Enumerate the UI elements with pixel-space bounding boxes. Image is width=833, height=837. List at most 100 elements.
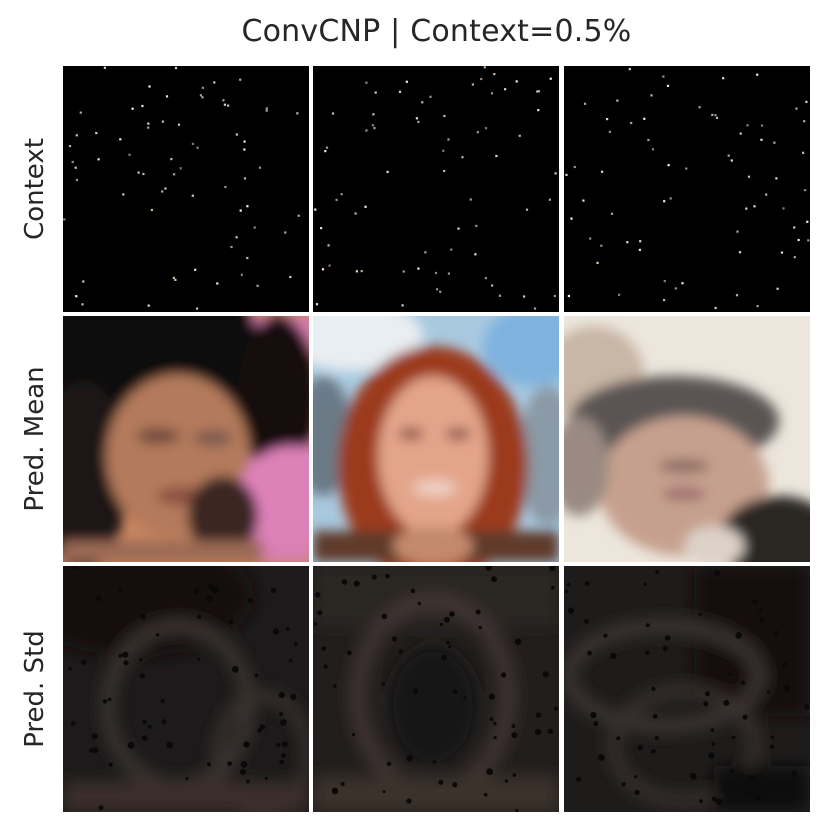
low-uncertainty-point [715,798,723,805]
context-point [651,148,655,151]
context-point [191,194,194,197]
context-point [243,177,247,180]
context-point [297,214,300,217]
low-uncertainty-point [317,610,323,616]
context-image-1 [63,66,309,312]
context-point [443,169,446,173]
context-point [284,231,287,234]
low-uncertainty-point [710,728,715,733]
low-uncertainty-point [566,582,571,587]
context-point [235,133,238,136]
context-point [475,224,478,227]
context-point [164,187,167,190]
low-uncertainty-point [313,622,318,626]
context-point [698,106,701,109]
low-uncertainty-point [485,566,492,571]
low-uncertainty-point [95,595,102,602]
context-point [417,267,420,270]
context-point [483,66,486,69]
context-point [663,280,666,283]
context-point [802,151,805,154]
context-point [474,253,477,256]
low-uncertainty-point [769,744,774,749]
context-point [315,303,319,306]
low-uncertainty-point [463,696,467,700]
context-point [196,146,199,149]
low-uncertainty-point [351,733,356,737]
low-uncertainty-point [228,619,234,625]
low-uncertainty-point [493,736,497,740]
low-uncertainty-point [448,645,452,649]
context-point [296,112,299,115]
low-uncertainty-point [662,645,668,651]
low-uncertainty-point [742,714,748,720]
context-point [365,81,368,84]
context-point [628,68,631,71]
low-uncertainty-point [160,698,165,704]
context-point [760,124,764,127]
low-uncertainty-point [644,650,650,656]
low-uncertainty-point [486,768,494,776]
low-uncertainty-point [231,665,239,673]
context-point [760,138,763,141]
context-point [711,113,714,116]
context-point [240,273,243,276]
low-uncertainty-point [243,741,250,748]
context-point [191,142,194,145]
low-uncertainty-point [166,741,173,749]
context-point [364,205,367,208]
context-point [243,140,246,143]
low-uncertainty-point [491,576,498,583]
low-uncertainty-point [272,628,280,635]
context-point [161,190,164,193]
low-uncertainty-point [432,759,437,764]
context-point [450,248,453,251]
low-uncertainty-point [155,633,160,637]
low-uncertainty-point [293,642,298,647]
context-point [194,268,197,271]
context-point [685,167,688,170]
context-point [201,96,204,99]
context-point [79,111,82,114]
low-uncertainty-point [514,638,522,645]
context-point [776,287,779,290]
context-point [355,270,358,273]
low-uncertainty-point [193,587,200,594]
context-point [398,90,402,93]
context-point [498,294,501,297]
low-uncertainty-point [123,660,129,666]
context-point [265,107,268,110]
low-uncertainty-point [703,701,709,707]
context-point [596,261,599,264]
context-point [320,227,323,230]
context-point [97,158,100,161]
context-point [666,84,670,87]
context-point [141,104,144,108]
context-point [402,270,405,273]
context-point [147,304,150,307]
low-uncertainty-point [127,741,135,749]
context-point [421,101,424,104]
low-uncertainty-point [643,582,647,586]
context-point [533,307,537,310]
context-point [730,159,733,162]
low-uncertainty-point [547,728,554,734]
low-uncertainty-point [553,706,559,711]
low-uncertainty-point [279,712,284,717]
low-uncertainty-point [333,684,337,688]
context-point [372,113,375,116]
low-uncertainty-point [385,573,390,579]
low-uncertainty-point [511,724,516,729]
context-point [199,94,202,97]
context-point [756,73,759,76]
context-point [222,99,225,102]
low-uncertainty-point [276,742,281,747]
context-point [196,307,199,310]
low-uncertainty-point [634,775,638,779]
low-uncertainty-point [740,680,746,686]
context-point [618,293,621,296]
context-point [227,104,230,107]
low-uncertainty-point [655,569,660,574]
context-point [554,172,557,175]
context-point [795,107,798,110]
